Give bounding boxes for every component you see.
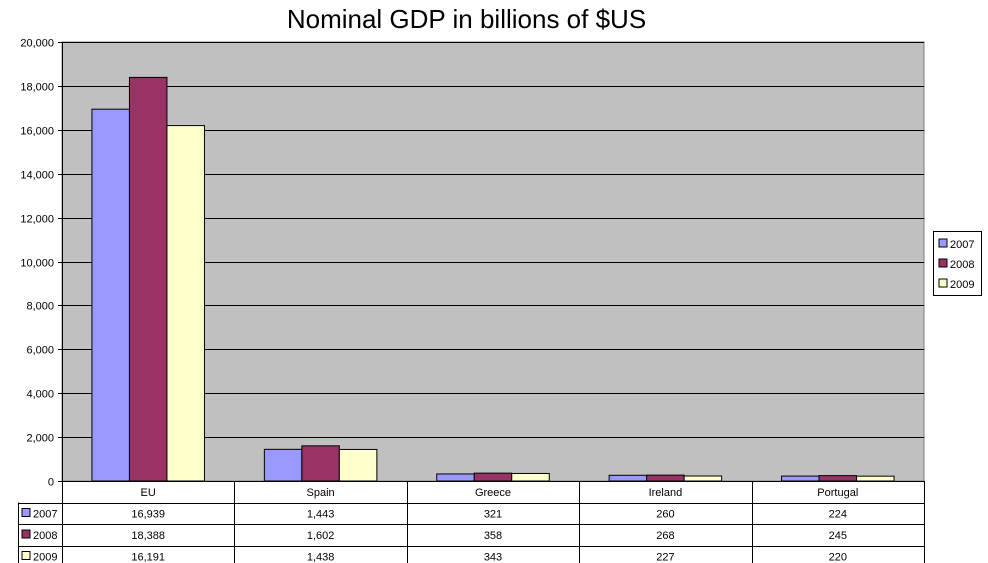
bar-2008-eu [128, 76, 168, 482]
y-tick-label: 18,000 [20, 82, 54, 94]
data-label: 1,438 [307, 552, 335, 563]
bar-2008-portugal [818, 475, 858, 482]
category-label: Greece [475, 487, 511, 499]
data-label: 245 [829, 530, 847, 542]
bar-2008-greece [473, 472, 513, 482]
legend-key [938, 278, 948, 288]
y-tick-label: 0 [48, 477, 54, 489]
y-tick-label: 2,000 [26, 433, 54, 445]
data-label: 224 [829, 509, 847, 521]
bar-2007-ireland [608, 474, 648, 482]
y-tick-label: 8,000 [26, 301, 54, 313]
plot-area [61, 41, 925, 482]
bar-2007-eu [91, 108, 130, 482]
category-label: Portugal [817, 487, 858, 499]
data-label: 1,443 [307, 509, 335, 521]
category-label: Ireland [649, 487, 683, 499]
legend-label: 2008 [950, 259, 974, 271]
data-label: 321 [484, 509, 502, 521]
legend-key [938, 238, 948, 248]
category-label: Spain [307, 487, 335, 499]
table-legend-key [21, 529, 31, 539]
bar-2009-spain [338, 448, 378, 482]
bar-2009-portugal [856, 475, 895, 482]
y-tick-label: 20,000 [20, 38, 54, 50]
y-tick-label: 6,000 [26, 345, 54, 357]
table-legend-key [21, 551, 31, 560]
legend-label: 2007 [950, 239, 974, 251]
y-tick-label: 16,000 [20, 126, 54, 138]
table-legend-key [21, 508, 31, 517]
data-label: 260 [656, 509, 674, 521]
bar-2009-ireland [683, 475, 723, 482]
bar-2007-portugal [781, 475, 820, 482]
table-series-name: 2009 [33, 552, 57, 563]
table-series-name: 2007 [33, 509, 57, 521]
data-label: 16,191 [131, 552, 165, 563]
bar-2007-spain [263, 448, 303, 482]
y-tick-label: 4,000 [26, 389, 54, 401]
data-label: 220 [829, 552, 847, 563]
bar-2008-ireland [646, 474, 685, 482]
y-tick-label: 14,000 [20, 170, 54, 182]
data-label: 1,602 [307, 530, 335, 542]
data-label: 16,939 [131, 509, 165, 521]
legend-key [938, 258, 948, 268]
bar-2007-greece [436, 473, 475, 482]
data-label: 358 [484, 530, 502, 542]
data-label: 227 [656, 552, 674, 563]
table-series-name: 2008 [33, 530, 57, 542]
bar-2009-eu [166, 125, 205, 482]
y-tick-label: 12,000 [20, 214, 54, 226]
data-label: 268 [656, 530, 674, 542]
bar-2009-greece [511, 472, 550, 482]
category-label: EU [141, 487, 156, 499]
data-label: 343 [484, 552, 502, 563]
bar-2008-spain [301, 445, 340, 482]
data-label: 18,388 [131, 530, 165, 542]
chart-title: Nominal GDP in billions of $US [286, 4, 647, 34]
legend-label: 2009 [950, 279, 974, 291]
y-tick-label: 10,000 [20, 258, 54, 270]
